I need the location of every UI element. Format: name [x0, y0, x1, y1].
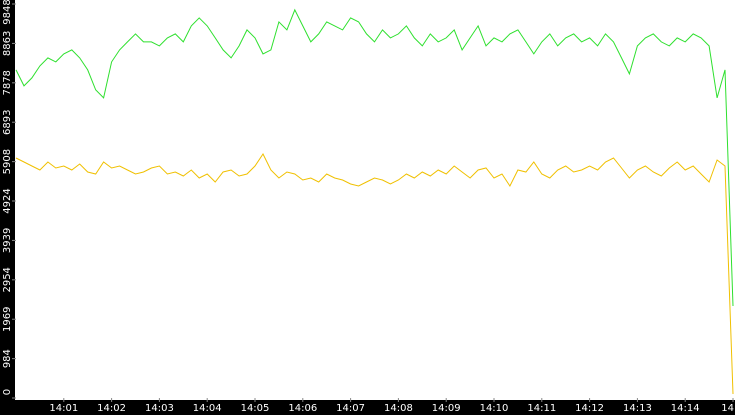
y-tick-label: 0 [2, 389, 13, 395]
x-tick-label: 14:07 [336, 403, 365, 414]
x-tick-label: 14:14 [671, 403, 700, 414]
x-tick-label: 14:02 [97, 403, 126, 414]
x-axis-band [0, 400, 735, 415]
y-tick-label: 6893 [2, 109, 13, 134]
x-tick-label: 14:10 [480, 403, 509, 414]
x-tick-label: 14:04 [193, 403, 222, 414]
x-tick-label: 14:13 [623, 403, 652, 414]
x-tick-label: 14:03 [145, 403, 174, 414]
x-tick-label: 14:05 [241, 403, 270, 414]
y-tick-label: 9848 [2, 0, 13, 25]
x-tick-label: 14:11 [527, 403, 556, 414]
x-tick-label: 14:12 [575, 403, 604, 414]
series-line [15, 153, 734, 395]
x-tick-label: 14 [721, 403, 734, 414]
x-tick-label: 14:09 [432, 403, 461, 414]
x-tick-label: 14:06 [288, 403, 317, 414]
y-tick-label: 5908 [2, 149, 13, 174]
y-tick-label: 2954 [2, 267, 13, 292]
x-tick-label: 14:08 [384, 403, 413, 414]
x-tick-label: 14:01 [49, 403, 78, 414]
y-tick-label: 8863 [2, 31, 13, 56]
y-axis-band [0, 0, 15, 415]
y-tick-label: 1969 [2, 306, 13, 331]
y-tick-label: 7878 [2, 70, 13, 95]
y-tick-label: 984 [2, 349, 13, 368]
series-line [15, 8, 734, 307]
y-tick-label: 3939 [2, 228, 13, 253]
y-tick-label: 4924 [2, 188, 13, 213]
